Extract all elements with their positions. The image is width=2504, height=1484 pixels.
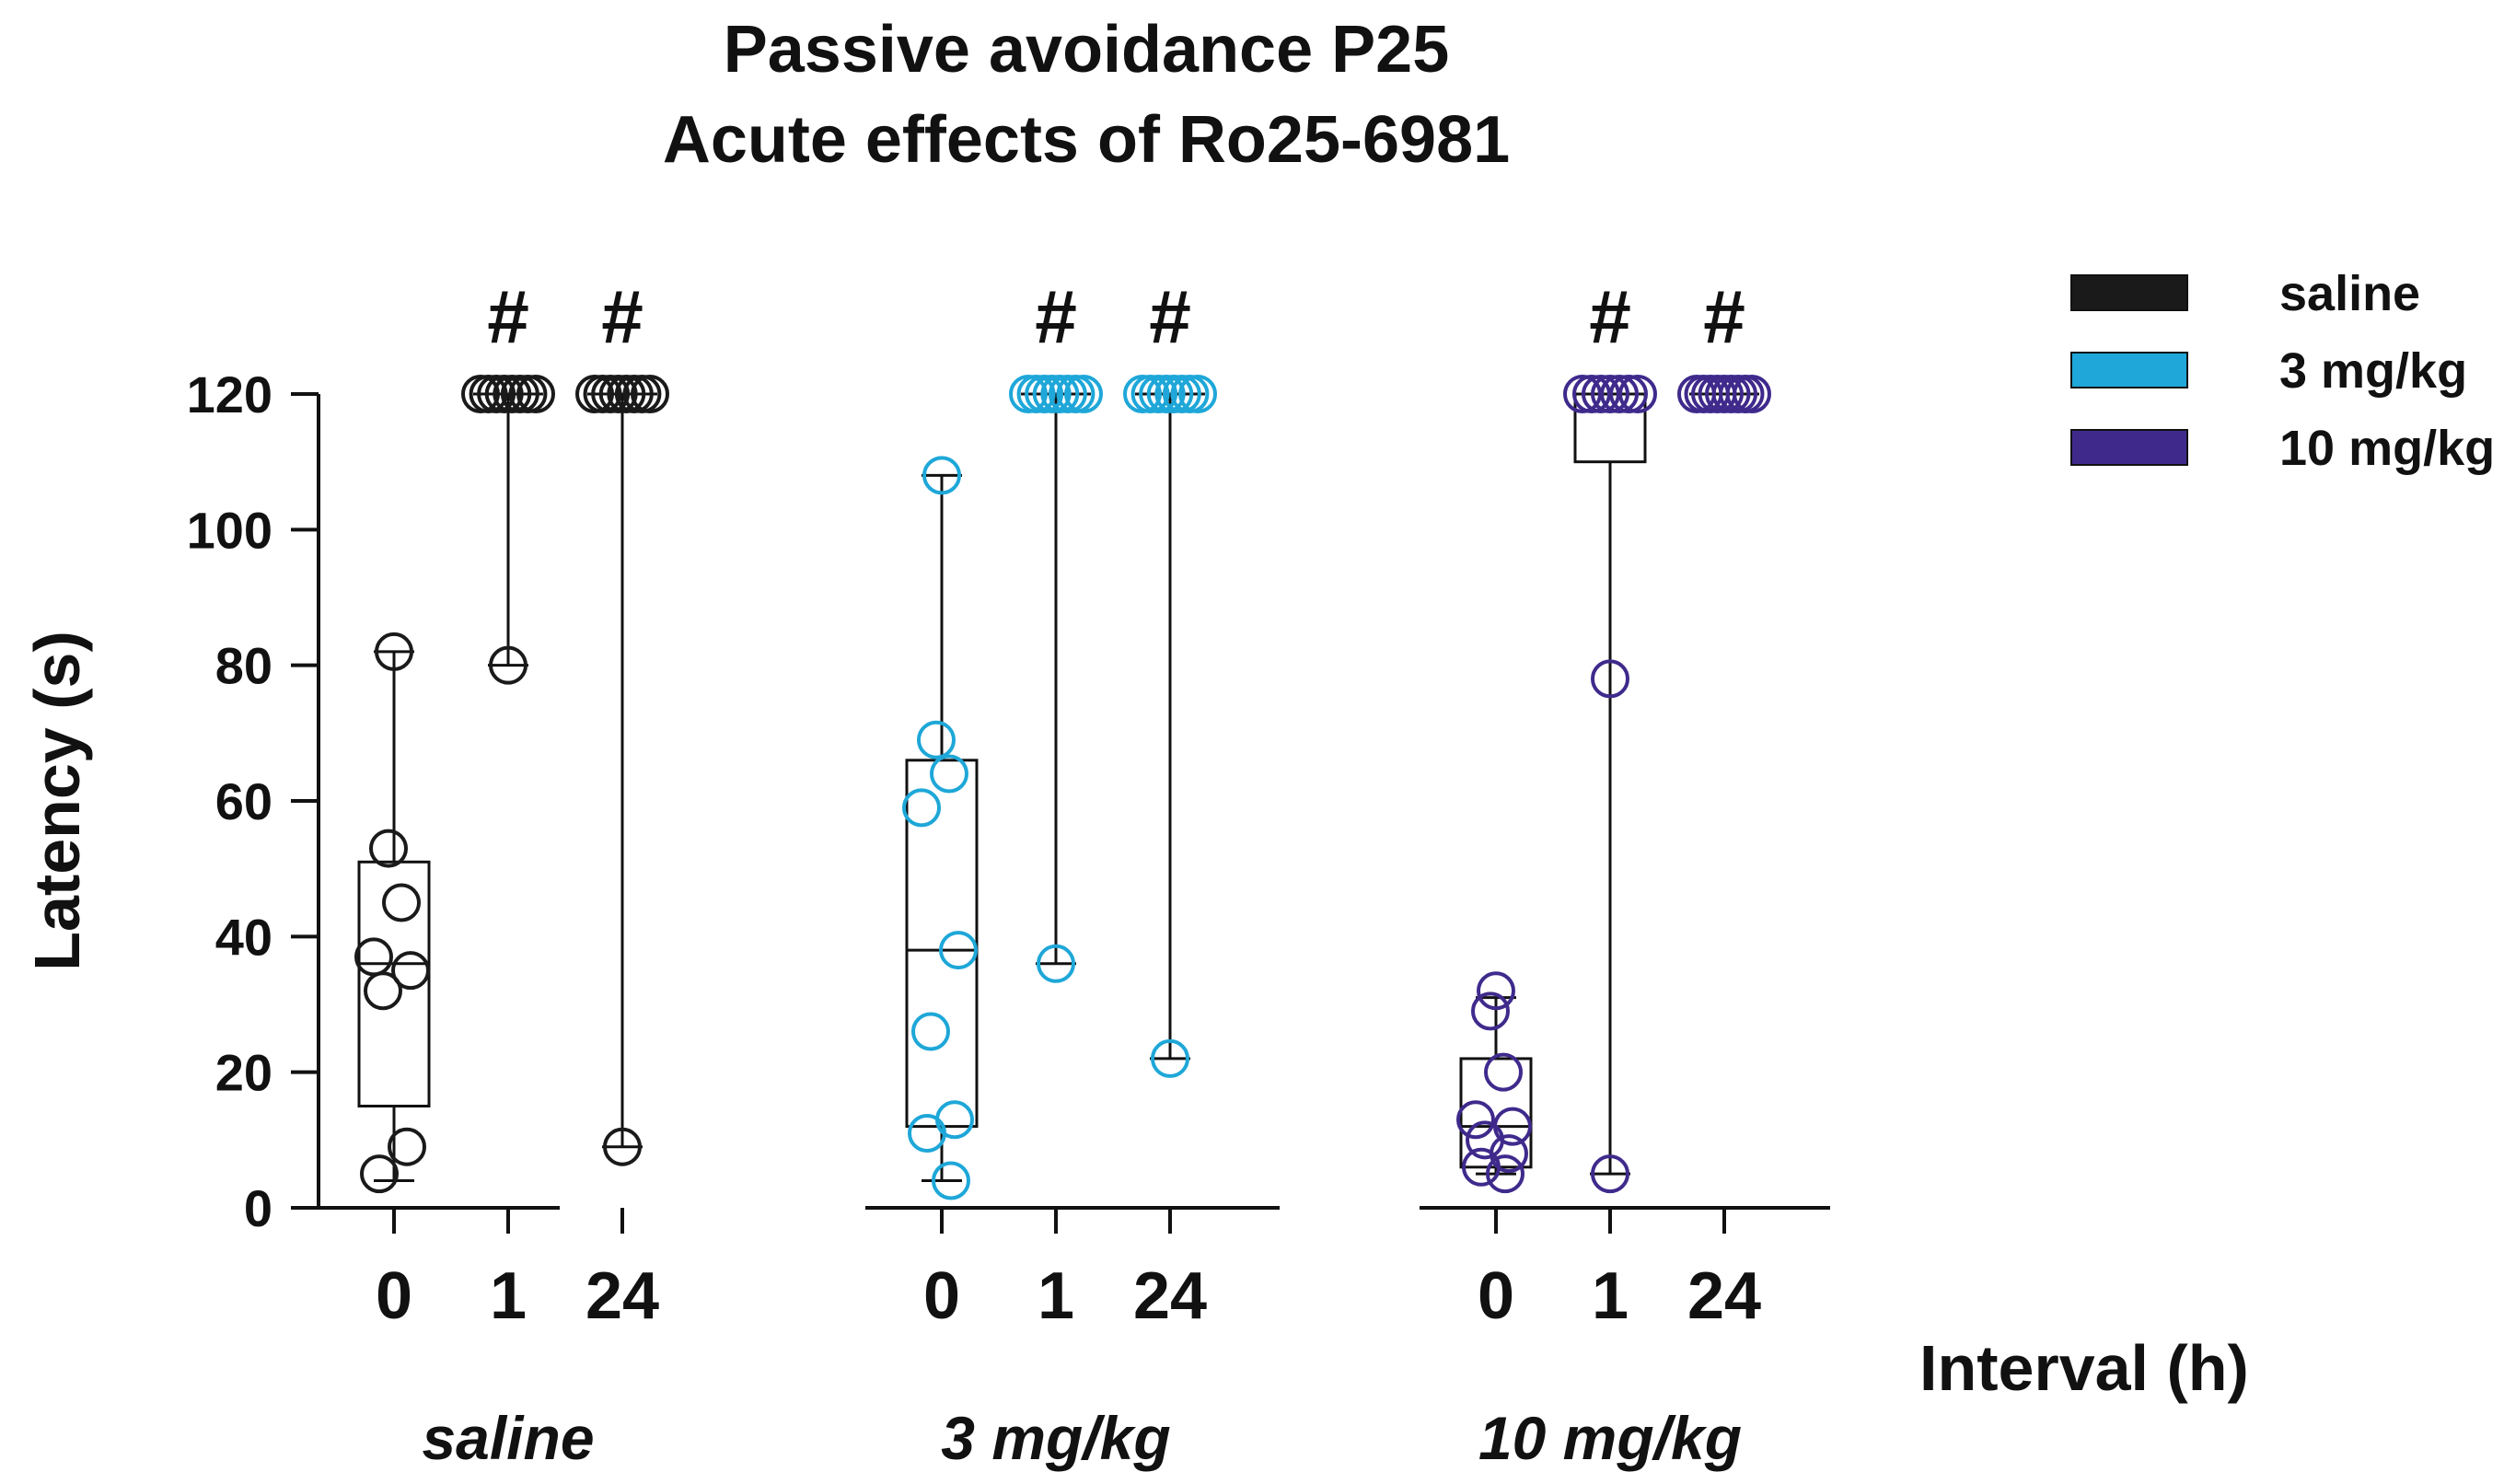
- data-point: [932, 1161, 970, 1200]
- box-1: 1#: [1009, 275, 1103, 1333]
- data-point: [1591, 375, 1629, 413]
- x-axis-label: Interval (h): [1919, 1332, 2249, 1404]
- significance-marker: #: [487, 275, 529, 359]
- legend-swatch: [2070, 429, 2188, 466]
- group-label: saline: [422, 1404, 594, 1472]
- y-tick-label: 40: [215, 908, 272, 966]
- data-point: [902, 788, 941, 828]
- x-tick-label: 0: [1478, 1259, 1514, 1333]
- legend-label: 10 mg/kg: [2279, 421, 2495, 476]
- y-axis-label: Latency (s): [21, 631, 93, 971]
- data-point: [382, 883, 421, 922]
- data-point: [939, 931, 978, 970]
- data-point: [369, 829, 408, 868]
- data-point: [917, 720, 956, 759]
- chart-title-line-1: Passive avoidance P25: [724, 13, 1450, 87]
- data-point: [1600, 375, 1639, 413]
- data-point: [1591, 659, 1629, 699]
- data-point: [489, 645, 527, 685]
- x-tick-label: 0: [923, 1259, 960, 1333]
- x-tick-label: 24: [1133, 1259, 1207, 1333]
- legend: saline 3 mg/kg 10 mg/kg: [2070, 266, 2495, 476]
- data-point: [1466, 1120, 1504, 1160]
- box-24: 24 #: [1677, 275, 1771, 1333]
- data-point: [603, 1127, 642, 1166]
- y-tick-label: 20: [215, 1044, 272, 1102]
- box-1: 1#: [1563, 275, 1657, 1333]
- legend-item: saline: [2070, 266, 2420, 321]
- data-point: [1037, 944, 1075, 983]
- data-point: [1486, 1154, 1524, 1194]
- x-tick-label: 24: [1687, 1259, 1761, 1333]
- data-point: [1618, 375, 1657, 413]
- x-tick-label: 1: [1038, 1259, 1074, 1333]
- legend-item: 3 mg/kg: [2070, 343, 2467, 399]
- panel-10-mg-kg: 0 1#24#10 mg/kg: [1420, 275, 1830, 1472]
- significance-marker: #: [1589, 275, 1631, 359]
- data-point: [911, 1012, 950, 1051]
- significance-marker: #: [1703, 275, 1745, 359]
- box-1: 1#: [461, 275, 555, 1333]
- group-label: 10 mg/kg: [1478, 1404, 1742, 1472]
- data-point: [908, 1113, 946, 1153]
- x-tick-label: 1: [1592, 1259, 1629, 1333]
- significance-marker: #: [1035, 275, 1077, 359]
- x-tick-label: 24: [585, 1259, 659, 1333]
- y-tick-label: 120: [187, 365, 272, 423]
- x-tick-label: 0: [376, 1259, 412, 1333]
- y-tick-label: 60: [215, 772, 272, 830]
- data-point: [1484, 1052, 1523, 1092]
- data-point: [364, 971, 402, 1011]
- group-label: 3 mg/kg: [941, 1404, 1170, 1472]
- data-point: [375, 632, 413, 671]
- data-point: [1178, 375, 1217, 413]
- panel-saline: 0 1#24#saline: [317, 275, 669, 1472]
- legend-swatch: [2070, 352, 2188, 388]
- box-24: 24 #: [1123, 275, 1217, 1333]
- data-point: [388, 1127, 426, 1166]
- data-point: [516, 375, 555, 413]
- data-point: [1064, 375, 1103, 413]
- data-point: [1456, 1100, 1495, 1140]
- box-0: 0: [1456, 971, 1533, 1333]
- box-24: 24 #: [575, 275, 669, 1333]
- y-tick-label: 0: [244, 1179, 272, 1237]
- box-0: 0: [354, 632, 431, 1333]
- data-point: [1609, 375, 1648, 413]
- legend-label: saline: [2279, 266, 2420, 321]
- data-point: [360, 1154, 399, 1194]
- significance-marker: #: [601, 275, 643, 359]
- data-point: [930, 754, 968, 794]
- y-tick-label: 100: [187, 501, 272, 559]
- y-tick-label: 80: [215, 637, 272, 695]
- data-point: [1462, 1147, 1501, 1187]
- data-point: [922, 456, 961, 495]
- legend-label: 3 mg/kg: [2279, 343, 2467, 399]
- x-tick-label: 1: [490, 1259, 527, 1333]
- y-axis: 0 20 40 60 80 100 120: [187, 365, 319, 1237]
- data-point: [1477, 971, 1515, 1011]
- data-point: [1733, 375, 1771, 413]
- significance-marker: #: [1149, 275, 1191, 359]
- data-point: [1591, 1154, 1629, 1194]
- data-point: [1151, 1038, 1189, 1078]
- legend-swatch: [2070, 274, 2188, 311]
- box-0: 0: [902, 456, 979, 1333]
- chart-title-line-2: Acute effects of Ro25-6981: [663, 103, 1510, 177]
- legend-item: 10 mg/kg: [2070, 421, 2495, 476]
- data-point: [1471, 991, 1510, 1031]
- data-point: [391, 951, 430, 991]
- data-point: [631, 375, 669, 413]
- panel-3-mg-kg: 0 1#24#3 mg/kg: [865, 275, 1280, 1472]
